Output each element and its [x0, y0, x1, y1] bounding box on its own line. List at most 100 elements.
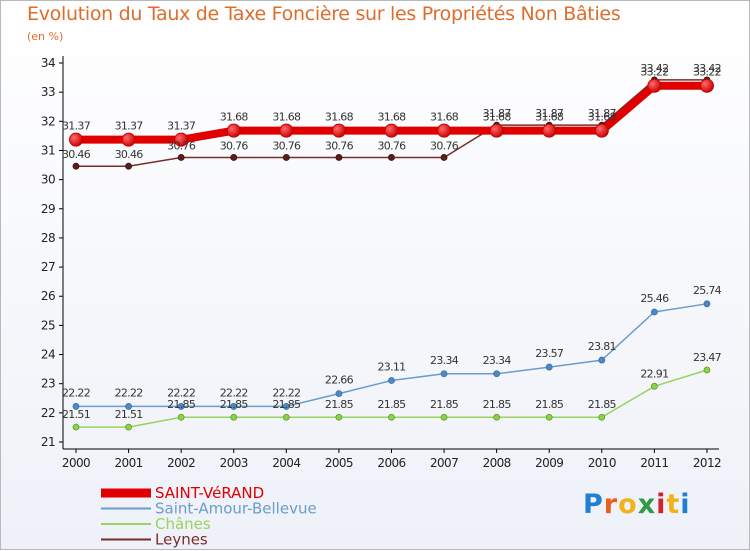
data-point	[177, 403, 185, 410]
proxiti-logo: Proxiti	[583, 489, 691, 520]
legend-label: Leynes	[155, 531, 208, 549]
data-label: 22.22	[167, 386, 195, 399]
data-label: 22.22	[220, 386, 248, 399]
data-label: 30.46	[62, 148, 91, 161]
data-label: 23.57	[535, 347, 564, 360]
data-label: 22.22	[62, 386, 90, 399]
data-point	[177, 154, 185, 161]
data-point	[493, 413, 501, 421]
data-label: 31.87	[483, 107, 512, 120]
logo-letter: P	[583, 489, 604, 520]
data-point	[598, 356, 606, 364]
y-tick-label: 25	[41, 318, 55, 332]
logo-letter: t	[666, 489, 681, 520]
data-point	[440, 154, 448, 161]
y-tick-label: 26	[41, 289, 55, 303]
data-point	[177, 413, 185, 421]
data-point	[388, 154, 395, 161]
chart-title: Evolution du Taux de Taxe Foncière sur l…	[27, 3, 621, 25]
data-point	[72, 162, 80, 170]
legend-label: Saint-Amour-Bellevue	[155, 500, 317, 518]
y-tick-label: 28	[41, 231, 55, 245]
y-tick-label: 23	[41, 377, 55, 391]
logo-letter: o	[618, 489, 638, 520]
data-label: 23.81	[588, 340, 616, 353]
data-label: 21.85	[220, 398, 249, 411]
data-label: 21.85	[377, 398, 406, 411]
data-point	[72, 403, 80, 410]
y-tick-label: 31	[41, 143, 55, 157]
data-label: 30.76	[430, 139, 459, 152]
data-label: 31.68	[430, 111, 459, 124]
data-point	[230, 413, 238, 421]
data-label: 21.85	[325, 398, 354, 411]
data-label: 31.68	[535, 111, 564, 124]
data-label: 31.87	[588, 107, 617, 120]
data-label: 21.51	[115, 408, 143, 421]
x-tick-label: 2010	[588, 456, 616, 470]
logo-letter: r	[603, 489, 619, 520]
y-tick-label: 21	[41, 435, 55, 449]
x-tick-label: 2012	[693, 456, 721, 470]
data-point	[282, 154, 290, 161]
data-point	[440, 370, 448, 378]
y-tick-label: 32	[41, 114, 55, 128]
data-point	[650, 382, 658, 390]
data-label: 33.22	[693, 66, 721, 79]
data-label: 21.85	[167, 398, 196, 411]
x-tick-label: 2003	[220, 456, 248, 470]
y-tick-label: 34	[41, 56, 55, 70]
data-point	[125, 423, 132, 431]
legend-label: Chânes	[155, 515, 211, 533]
data-label: 31.68	[272, 111, 301, 124]
x-tick-label: 2002	[167, 456, 195, 470]
data-point	[230, 154, 238, 161]
data-point	[493, 370, 501, 378]
y-tick-label: 29	[41, 202, 55, 216]
data-label: 31.87	[535, 107, 564, 120]
data-point	[282, 403, 290, 410]
data-point	[121, 132, 136, 147]
data-point	[125, 403, 132, 410]
data-point	[703, 366, 711, 374]
x-tick-label: 2000	[62, 456, 90, 470]
data-label: 33.42	[640, 62, 668, 75]
data-label: 25.74	[693, 284, 722, 297]
data-label: 30.76	[272, 139, 301, 152]
logo-letter: x	[637, 489, 657, 520]
y-tick-label: 24	[41, 348, 55, 362]
y-tick-label: 22	[41, 406, 55, 420]
data-point	[545, 413, 553, 421]
data-label: 30.46	[115, 148, 144, 161]
data-label: 31.37	[167, 120, 196, 133]
x-tick-label: 2006	[377, 456, 405, 470]
data-point	[72, 423, 80, 431]
data-point	[650, 308, 658, 316]
data-point	[594, 123, 609, 138]
data-point	[335, 413, 343, 421]
y-tick-label: 33	[41, 85, 55, 99]
x-tick-label: 2008	[483, 456, 511, 470]
data-point	[598, 413, 606, 421]
data-point	[384, 123, 399, 138]
data-point	[69, 132, 83, 147]
data-label: 23.11	[377, 360, 405, 373]
data-label: 23.34	[483, 354, 512, 367]
data-label: 30.76	[220, 139, 249, 152]
data-point	[440, 413, 448, 421]
x-tick-label: 2001	[115, 456, 143, 470]
data-point	[699, 78, 714, 93]
data-label: 31.68	[325, 111, 354, 124]
data-point	[388, 377, 395, 384]
logo-letter: i	[680, 489, 691, 520]
data-point	[282, 413, 290, 421]
data-point	[489, 123, 504, 138]
data-point	[335, 154, 343, 161]
data-label: 21.51	[62, 408, 90, 421]
data-label: 31.68	[483, 111, 512, 124]
data-point	[226, 123, 241, 138]
data-label: 30.76	[167, 139, 196, 152]
data-point	[437, 123, 452, 138]
data-point	[542, 123, 557, 138]
